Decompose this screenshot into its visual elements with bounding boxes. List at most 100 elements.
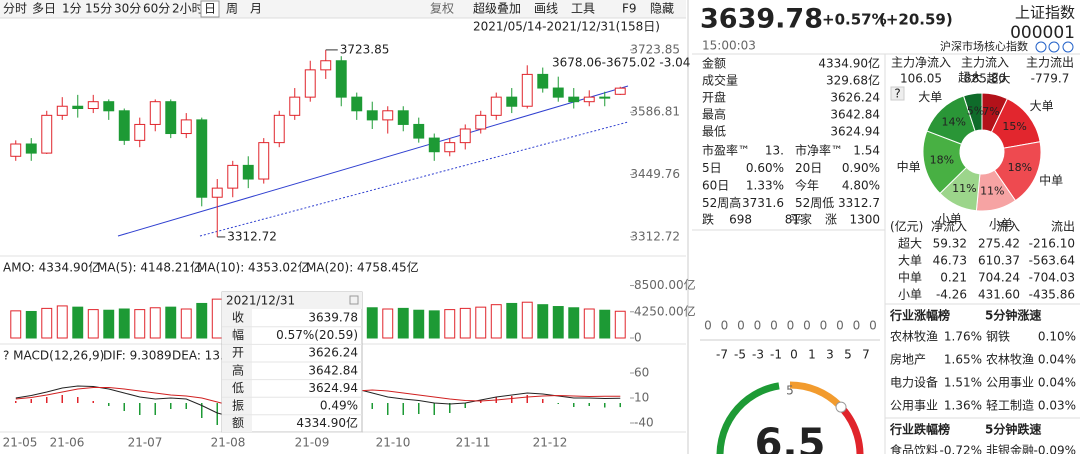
industry-cell[interactable]: 钢铁 — [986, 330, 1010, 344]
tab[interactable]: 日 — [204, 2, 216, 16]
pie-value-label: 5% — [967, 105, 984, 118]
tool-button[interactable]: 隐藏 — [650, 2, 674, 16]
industry-cell[interactable]: 公用事业 — [890, 399, 938, 413]
breadth: 平 — [790, 213, 802, 227]
low-label: 3312.72 — [227, 229, 277, 243]
candle-body — [506, 96, 518, 107]
stat-value: 4334.90亿 — [818, 56, 880, 71]
industry-cell[interactable]: 轻工制造 — [986, 399, 1034, 413]
change: (+20.59) — [879, 11, 953, 29]
pie-value-label: 18% — [930, 153, 954, 166]
pie-label: 大单 — [918, 90, 942, 104]
candle-body — [211, 187, 223, 198]
icon[interactable] — [1062, 41, 1074, 53]
x-tick-label: 21-12 — [533, 436, 568, 450]
tab[interactable]: 分时 — [3, 2, 27, 16]
candle-body — [537, 73, 549, 89]
stat-value: 0.60% — [746, 161, 784, 175]
stat-value: 329.68亿 — [826, 73, 880, 88]
industry-cell[interactable]: 房地产 — [890, 352, 926, 367]
volume-bar — [134, 309, 146, 339]
stat-value: 1.33% — [746, 179, 784, 193]
pie-value-label: 11% — [952, 182, 976, 195]
tool-button[interactable]: 工具 — [571, 2, 595, 16]
stat-label: 开盘 — [702, 90, 726, 105]
volume-bar — [614, 310, 626, 339]
index-desc: 沪深市场核心指数 — [940, 39, 1028, 53]
help: ? — [894, 87, 900, 101]
count-label: 0 — [869, 319, 877, 333]
breadth: 698 — [729, 213, 752, 227]
section-title: 5分钟跌速 — [985, 422, 1041, 437]
candle-body — [552, 87, 564, 98]
y-tick-label: 3449.76 — [630, 167, 680, 181]
candle-body — [118, 110, 130, 141]
stat-value: 1.54 — [853, 144, 880, 158]
candle-body — [196, 119, 208, 198]
candle-body — [242, 164, 254, 180]
stat-label: 52周高 — [702, 195, 741, 210]
candle-body — [614, 87, 626, 95]
tab[interactable]: 2小时 — [172, 2, 204, 16]
pie-label: 超大 — [987, 70, 1011, 85]
candle-body — [397, 110, 409, 125]
gauge-arc — [839, 406, 864, 454]
tool-button[interactable]: 超级叠加 — [473, 1, 521, 16]
flow-value: 885.80 — [964, 72, 1006, 86]
pie-value-label: 15% — [1002, 120, 1026, 133]
stat-label: 5日 — [702, 161, 722, 175]
volume-bar — [490, 304, 502, 339]
tool-button[interactable]: 复权 — [430, 2, 454, 16]
tab[interactable]: 60分 — [143, 2, 170, 16]
tooltip-label: 幅 — [232, 327, 244, 342]
volume-bar — [41, 307, 53, 339]
table-cell: -216.10 — [1029, 237, 1075, 251]
volume-bar — [211, 298, 223, 339]
volume-bar — [521, 301, 533, 339]
industry-cell: 1.65% — [944, 353, 982, 367]
candle-body — [583, 96, 595, 103]
table-header: 流入 — [996, 220, 1020, 234]
legend-entry: DIF: 9.3089 — [103, 349, 172, 363]
tab[interactable]: 15分 — [85, 2, 112, 16]
candle-body — [41, 114, 53, 154]
tab[interactable]: 周 — [226, 2, 238, 16]
industry-cell[interactable]: 农林牧渔 — [986, 353, 1034, 367]
volume-bar — [149, 307, 161, 339]
gauge-knob — [835, 401, 847, 413]
industry-cell[interactable]: 电力设备 — [890, 376, 938, 390]
tab[interactable]: 1分 — [62, 2, 82, 16]
section-title: 5分钟涨速 — [985, 308, 1041, 323]
tab[interactable]: 月 — [250, 2, 262, 16]
tab[interactable]: 多日 — [32, 2, 56, 16]
tooltip-value: 3626.24 — [308, 346, 358, 360]
pie-value-label: 11% — [980, 185, 1004, 198]
x-tick-label: 21-10 — [376, 436, 411, 450]
price: 3639.78 — [700, 4, 823, 35]
candle-body — [72, 105, 84, 110]
help-icon[interactable] — [890, 86, 905, 101]
table-header: 净流入 — [931, 220, 967, 234]
change-pct: +0.57% — [822, 11, 887, 29]
high-label: 3723.85 — [340, 42, 390, 56]
tool-button[interactable]: 画线 — [534, 2, 558, 16]
icon[interactable] — [1035, 41, 1047, 53]
y-tick-label: 3312.72 — [630, 229, 680, 243]
icon[interactable] — [1048, 41, 1060, 53]
table-cell: 中单 — [898, 270, 922, 285]
industry-cell[interactable]: 农林牧渔 — [890, 330, 938, 344]
volume-bar — [382, 308, 394, 339]
industry-cell[interactable]: 非银金融 — [986, 443, 1034, 454]
stat-value: 3624.94 — [830, 125, 880, 139]
tab[interactable]: 30分 — [114, 2, 141, 16]
stat-value: 3642.84 — [830, 108, 880, 122]
tool-button[interactable]: F9 — [622, 2, 637, 16]
close-icon[interactable] — [349, 295, 359, 305]
candle-body — [382, 110, 394, 121]
volume-bar — [583, 308, 595, 339]
candle-body — [273, 114, 285, 144]
industry-cell[interactable]: 公用事业 — [986, 376, 1034, 390]
tooltip-label: 额 — [232, 416, 244, 430]
industry-cell[interactable]: 食品饮料 — [890, 443, 938, 454]
